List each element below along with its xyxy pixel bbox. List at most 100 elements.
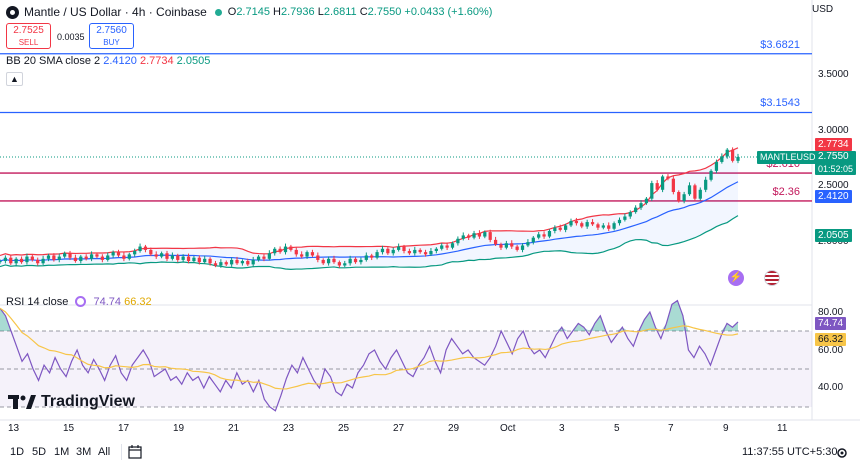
candle-body <box>165 253 169 259</box>
candle-body <box>596 224 600 228</box>
candle-body <box>407 251 412 254</box>
candle-body <box>450 243 455 248</box>
candle-body <box>224 262 228 265</box>
candle-body <box>230 259 234 265</box>
buy-price: 2.7560 <box>96 25 127 36</box>
symbol-title[interactable]: Mantle / US Dollar · 4h · Coinbase <box>24 5 207 19</box>
candle-body <box>133 251 137 255</box>
range-3m[interactable]: 3M <box>76 446 92 458</box>
close-value: 2.7550 <box>367 6 402 18</box>
market-open-dot-icon <box>214 8 222 16</box>
candle-body <box>283 246 288 253</box>
currency-label[interactable]: USD <box>812 4 834 15</box>
range-1m[interactable]: 1M <box>54 446 70 458</box>
candle-body <box>181 256 185 260</box>
bb-lower-tag: 2.0505 <box>815 229 852 242</box>
candle-body <box>520 245 525 250</box>
candle-body <box>310 252 315 256</box>
candle-body <box>267 253 271 259</box>
candle-body <box>154 254 158 257</box>
candle-body <box>213 263 218 266</box>
chevron-up-icon[interactable]: ▲ <box>6 72 23 86</box>
candle-body <box>510 243 514 247</box>
candle-body <box>714 161 719 171</box>
candle-body <box>116 252 121 256</box>
time-tick: Oct <box>500 423 516 434</box>
candle-body <box>655 183 659 190</box>
candle-body <box>14 258 18 264</box>
candle-body <box>666 176 670 179</box>
candle-body <box>725 149 729 157</box>
candle-body <box>574 220 579 224</box>
candle-body <box>79 256 83 262</box>
range-5d[interactable]: 5D <box>32 446 47 458</box>
rsi-settings-icon[interactable] <box>75 296 87 307</box>
change-value: +0.0433 (+1.60%) <box>404 6 493 18</box>
candle-body <box>235 259 239 264</box>
clock-time[interactable]: 11:37:55 UTC+5:30 <box>742 446 838 458</box>
time-tick: 13 <box>8 423 20 434</box>
time-tick: 5 <box>614 423 620 434</box>
candle-body <box>720 156 724 162</box>
time-tick: 17 <box>118 423 130 434</box>
lightning-icon[interactable]: ⚡ <box>728 270 744 286</box>
price-tick: 3.5000 <box>818 69 849 80</box>
rsi-tick: 40.00 <box>818 382 844 393</box>
sell-button[interactable]: 2.7525 SELL <box>6 23 51 49</box>
candle-body <box>316 255 320 260</box>
candle-body <box>176 255 180 260</box>
tradingview-wordmark: TradingView <box>41 393 135 410</box>
candle-body <box>36 259 40 264</box>
price-tick: 3.0000 <box>818 125 849 136</box>
candle-body <box>95 254 99 257</box>
candle-body <box>149 249 153 255</box>
calendar-icon[interactable] <box>128 445 142 459</box>
range-1d[interactable]: 1D <box>10 446 25 458</box>
sell-label: SELL <box>18 38 39 47</box>
time-tick: 21 <box>228 423 240 434</box>
candle-body <box>89 254 94 259</box>
candle-body <box>580 223 584 227</box>
bb-upper-line <box>0 147 739 257</box>
time-tick: 7 <box>668 423 674 434</box>
candle-body <box>326 258 331 264</box>
candle-body <box>143 246 148 250</box>
candle-body <box>63 253 67 257</box>
candle-body <box>170 255 174 259</box>
candle-body <box>698 189 702 199</box>
ohlc-values: O2.7145 H2.7936 L2.6811 C2.7550 +0.0433 … <box>227 6 493 18</box>
candle-body <box>477 233 482 237</box>
candle-body <box>375 252 379 258</box>
tradingview-logo[interactable]: TradingView <box>8 393 135 411</box>
time-tick: 27 <box>393 423 405 434</box>
candle-body <box>41 258 45 264</box>
candle-body <box>386 248 390 254</box>
candle-body <box>397 246 401 250</box>
candle-body <box>9 257 13 264</box>
candle-body <box>429 251 433 255</box>
bb-legend[interactable]: BB 20 SMA close 2 2.4120 2.7734 2.0505 <box>6 55 210 67</box>
rsi-legend[interactable]: RSI 14 close 74.74 66.32 <box>6 296 152 308</box>
candle-body <box>456 238 460 244</box>
candle-body <box>332 258 336 263</box>
candle-body <box>553 227 557 231</box>
price-tick: 2.5000 <box>818 180 849 191</box>
time-tick: 9 <box>723 423 729 434</box>
candle-body <box>531 237 535 243</box>
bb-basis-value: 2.4120 <box>103 55 137 67</box>
candle-body <box>650 183 654 199</box>
range-all[interactable]: All <box>98 446 111 458</box>
buy-button[interactable]: 2.7560 BUY <box>89 23 134 49</box>
rsi-label: RSI 14 close <box>6 296 69 308</box>
candle-body <box>736 156 740 161</box>
rsi-value: 74.74 <box>93 296 122 308</box>
sell-price: 2.7525 <box>13 25 44 36</box>
us-flag-icon[interactable] <box>764 270 780 286</box>
candle-body <box>590 222 595 225</box>
candle-body <box>569 220 573 226</box>
settings-gear-icon[interactable] <box>836 447 848 459</box>
time-tick: 29 <box>448 423 460 434</box>
candle-body <box>353 258 358 263</box>
candle-body <box>240 261 245 264</box>
